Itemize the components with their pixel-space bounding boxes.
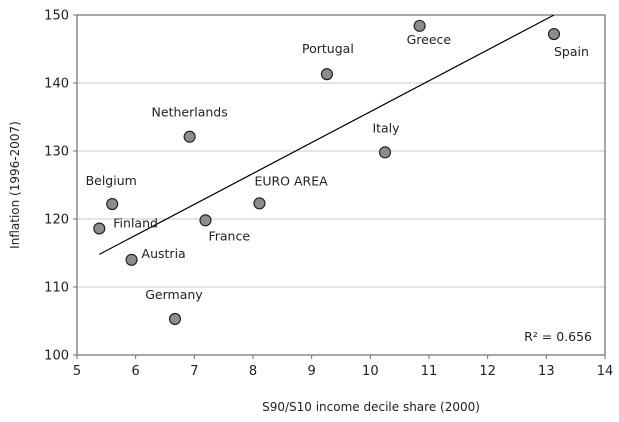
plot-area-frame bbox=[76, 14, 606, 356]
point-labels: Finland Belgium Austria Germany Netherlands F… bbox=[86, 32, 589, 302]
y-axis-label: Inflation (1996-2007) bbox=[8, 121, 22, 249]
gridlines bbox=[77, 82, 605, 288]
y-tick-label: 110 bbox=[44, 281, 69, 296]
data-point bbox=[547, 27, 561, 41]
x-axis-label: S90/S10 income decile share (2000) bbox=[262, 400, 480, 414]
data-point bbox=[183, 130, 196, 143]
y-tick-label: 130 bbox=[44, 145, 69, 160]
r-squared-annotation: R² = 0.656 bbox=[524, 329, 592, 344]
y-tick-label: 100 bbox=[44, 349, 69, 364]
x-tick-label: 13 bbox=[538, 364, 555, 379]
data-point bbox=[168, 312, 182, 326]
x-tick-label: 5 bbox=[73, 364, 81, 379]
x-tick-label: 10 bbox=[362, 364, 379, 379]
point-label: Italy bbox=[372, 120, 400, 135]
y-tick-label: 150 bbox=[44, 9, 69, 24]
trend-line bbox=[99, 14, 555, 255]
point-label: Germany bbox=[145, 287, 203, 302]
point-label: Belgium bbox=[86, 173, 137, 188]
y-tick-label: 120 bbox=[44, 213, 69, 228]
data-point bbox=[199, 214, 212, 227]
x-tick-label: 12 bbox=[479, 364, 496, 379]
data-point bbox=[378, 146, 392, 159]
x-tick-label: 9 bbox=[308, 364, 316, 379]
x-tick-label: 6 bbox=[132, 364, 140, 379]
y-tick-label: 140 bbox=[44, 77, 69, 92]
x-tick-label: 14 bbox=[597, 364, 614, 379]
point-label: Greece bbox=[407, 32, 452, 47]
y-axis-ticks: 100 110 120 130 140 150 bbox=[44, 9, 77, 364]
point-label: EURO AREA bbox=[254, 173, 328, 188]
x-axis-ticks: 5 6 7 8 9 10 11 12 13 14 bbox=[73, 355, 613, 379]
data-point bbox=[253, 197, 266, 210]
data-point bbox=[125, 253, 138, 266]
x-tick-label: 7 bbox=[190, 364, 198, 379]
point-label: Spain bbox=[554, 44, 589, 59]
data-point bbox=[413, 19, 426, 32]
data-points bbox=[93, 19, 561, 326]
point-label: Portugal bbox=[302, 41, 354, 56]
point-label: Finland bbox=[113, 216, 158, 231]
point-label: Austria bbox=[142, 246, 186, 261]
point-label: France bbox=[208, 228, 250, 243]
x-tick-label: 8 bbox=[249, 364, 257, 379]
point-label: Netherlands bbox=[152, 105, 228, 120]
data-point bbox=[106, 197, 119, 211]
data-point bbox=[320, 68, 333, 81]
data-point bbox=[93, 222, 106, 235]
x-tick-label: 11 bbox=[421, 364, 438, 379]
